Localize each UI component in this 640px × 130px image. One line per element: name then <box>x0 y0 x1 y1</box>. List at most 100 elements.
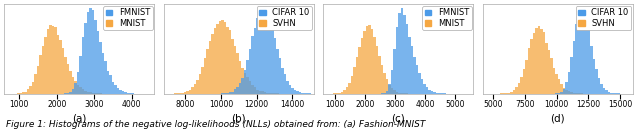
X-axis label: (c): (c) <box>392 113 405 123</box>
Bar <box>89 92 92 94</box>
Bar <box>615 93 618 94</box>
Bar <box>371 30 373 94</box>
Bar <box>60 40 61 94</box>
Bar <box>431 91 433 94</box>
Bar <box>365 26 368 94</box>
Text: Figure 1: Histograms of the negative log-likelihoods (NLLs) obtained from: (a) F: Figure 1: Histograms of the negative log… <box>6 120 426 129</box>
Bar <box>224 93 226 94</box>
Bar <box>396 92 398 94</box>
Bar <box>518 83 520 94</box>
Bar <box>259 11 261 94</box>
Bar <box>236 87 239 94</box>
Bar <box>246 77 249 94</box>
Bar <box>119 90 122 94</box>
Bar <box>256 89 259 94</box>
Bar <box>368 25 371 94</box>
Bar <box>271 26 274 94</box>
Bar <box>420 79 423 94</box>
Bar <box>563 89 565 94</box>
Bar <box>97 31 99 94</box>
Bar <box>97 93 99 94</box>
Bar <box>194 84 196 94</box>
Bar <box>532 33 535 94</box>
Bar <box>122 91 124 94</box>
Bar <box>548 50 550 94</box>
Bar <box>276 49 279 94</box>
Bar <box>234 46 236 94</box>
Bar <box>87 92 89 94</box>
Bar <box>570 57 573 94</box>
Bar <box>79 56 82 94</box>
Bar <box>613 93 615 94</box>
Bar <box>523 69 525 94</box>
Bar <box>413 57 416 94</box>
Bar <box>115 85 116 94</box>
Bar <box>176 93 179 94</box>
Bar <box>580 8 583 94</box>
Bar <box>274 93 276 94</box>
Bar <box>556 74 558 94</box>
Bar <box>104 61 107 94</box>
Bar <box>356 57 358 94</box>
Bar <box>593 59 595 94</box>
Bar <box>426 87 428 94</box>
Bar <box>79 87 82 94</box>
Bar <box>515 87 518 94</box>
Bar <box>228 92 231 94</box>
Bar <box>264 92 266 94</box>
Bar <box>603 88 605 94</box>
Bar <box>436 93 438 94</box>
Bar <box>558 79 560 94</box>
Bar <box>573 93 575 94</box>
Bar <box>299 92 301 94</box>
Bar <box>301 93 304 94</box>
Bar <box>254 28 256 94</box>
Bar <box>348 83 351 94</box>
Bar <box>82 89 84 94</box>
Bar <box>201 67 204 94</box>
Bar <box>276 93 279 94</box>
Bar <box>39 55 42 94</box>
Bar <box>381 66 383 94</box>
Bar <box>256 18 259 94</box>
Bar <box>575 93 578 94</box>
Bar <box>269 19 271 94</box>
Bar <box>254 87 256 94</box>
Bar <box>77 84 79 94</box>
Bar <box>49 25 52 94</box>
Bar <box>444 93 446 94</box>
Bar <box>419 73 420 94</box>
Bar <box>241 78 244 94</box>
Bar <box>279 58 282 94</box>
X-axis label: (a): (a) <box>72 113 86 123</box>
Bar <box>239 83 241 94</box>
Bar <box>391 88 393 94</box>
Bar <box>204 58 206 94</box>
Bar <box>578 12 580 94</box>
Bar <box>588 30 590 94</box>
Bar <box>82 37 84 94</box>
Bar <box>525 60 528 94</box>
Bar <box>364 31 365 94</box>
Bar <box>578 93 580 94</box>
Bar <box>89 8 92 94</box>
Bar <box>74 83 77 94</box>
Legend: FMNIST, MNIST: FMNIST, MNIST <box>103 6 152 30</box>
Bar <box>72 89 74 94</box>
Bar <box>69 71 72 94</box>
Bar <box>99 42 102 94</box>
Bar <box>72 77 74 94</box>
Bar <box>294 90 296 94</box>
Bar <box>336 93 338 94</box>
Bar <box>583 10 586 94</box>
Bar <box>109 75 112 94</box>
Bar <box>393 90 396 94</box>
Bar <box>244 73 246 94</box>
Bar <box>543 32 545 94</box>
Bar <box>378 56 381 94</box>
Bar <box>112 82 115 94</box>
Bar <box>77 72 79 94</box>
Bar <box>381 93 383 94</box>
Bar <box>441 93 444 94</box>
Bar <box>198 74 201 94</box>
